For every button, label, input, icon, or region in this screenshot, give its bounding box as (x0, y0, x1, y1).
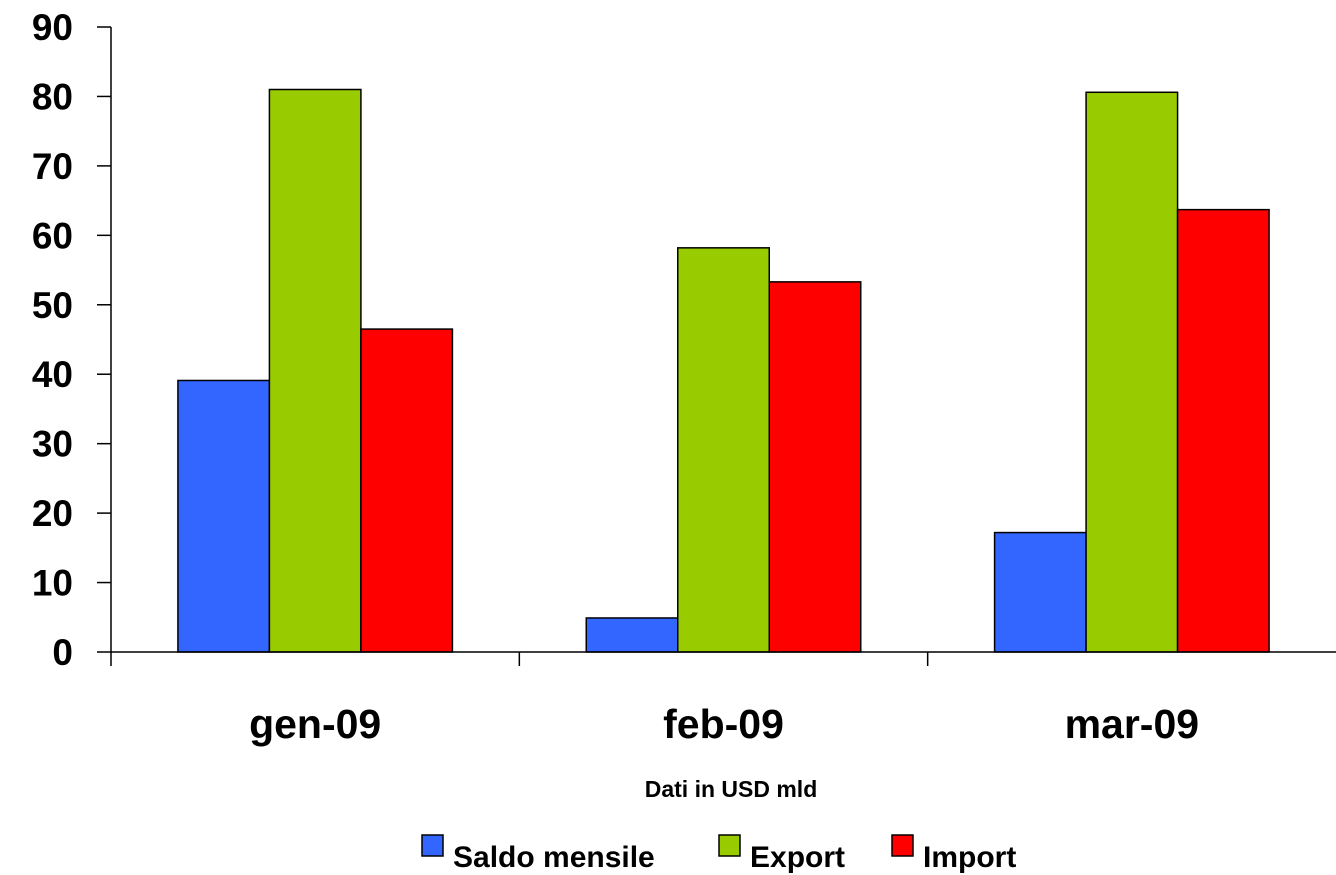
x-axis-ticks: gen-09 feb-09 mar-09 (110, 652, 1199, 747)
bar-import-mar-09 (1176, 208, 1270, 653)
legend-swatch-export (718, 834, 741, 857)
plot-area: 0 10 20 30 40 50 60 70 80 90 gen-09 feb-09 mar-09 (32, 7, 1336, 747)
bar-saldo-mensile-gen-09 (177, 379, 271, 653)
bars-group (177, 88, 1270, 653)
y-tick-label: 0 (52, 632, 73, 673)
legend-swatch-saldo-mensile (421, 834, 444, 857)
y-tick-label: 10 (32, 563, 73, 604)
y-tick-label: 70 (32, 146, 73, 187)
y-tick-label: 40 (32, 354, 73, 395)
x-tick-label: gen-09 (249, 701, 381, 747)
legend: Saldo mensile Export Import (421, 834, 1016, 874)
legend-label-export: Export (750, 841, 845, 874)
legend-swatch-import (891, 834, 914, 857)
bar-import-feb-09 (768, 281, 862, 653)
bar-export-feb-09 (677, 247, 770, 653)
x-axis-label: Dati in USD mld (645, 776, 818, 802)
bar-saldo-mensile-mar-09 (993, 531, 1087, 653)
y-tick-label: 30 (32, 424, 73, 465)
bar-saldo-mensile-feb-09 (585, 617, 679, 653)
x-tick-label: feb-09 (663, 701, 784, 747)
y-axis-ticks: 0 10 20 30 40 50 60 70 80 90 (32, 7, 111, 673)
bar-import-gen-09 (360, 328, 454, 653)
y-tick-label: 60 (32, 215, 73, 256)
y-tick-label: 90 (32, 7, 73, 48)
bar-export-mar-09 (1085, 91, 1179, 653)
bar-export-gen-09 (268, 88, 362, 653)
x-tick-label: mar-09 (1065, 701, 1199, 747)
legend-label-saldo-mensile: Saldo mensile (453, 841, 655, 874)
y-tick-label: 50 (32, 285, 73, 326)
y-tick-label: 20 (32, 493, 73, 534)
legend-label-import: Import (923, 841, 1016, 874)
y-tick-label: 80 (32, 76, 73, 117)
